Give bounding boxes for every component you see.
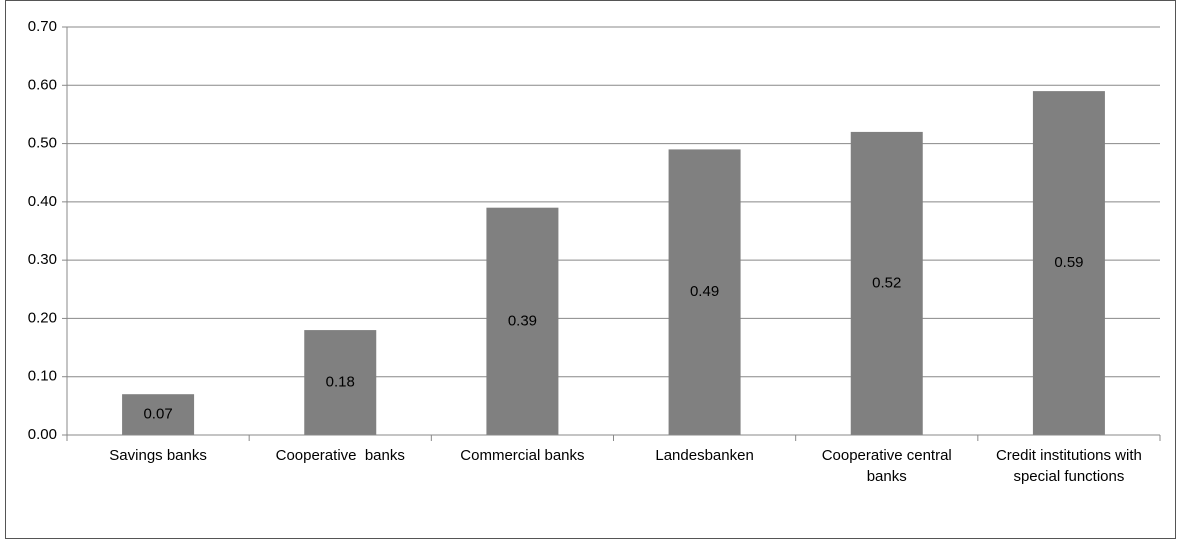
chart-frame [5,0,1176,539]
data-label: 0.49 [690,283,719,300]
x-tick-label: Credit institutions with special functio… [995,447,1147,485]
data-label: 0.59 [1054,254,1083,271]
y-tick-label: 0.50 [28,135,57,152]
x-tick-label: Savings banks [109,447,207,464]
y-tick-label: 0.00 [28,426,57,443]
data-label: 0.39 [508,312,537,329]
data-label: 0.52 [872,274,901,291]
x-label-box: Commercial banks [460,447,585,464]
x-label-box: Cooperative banks [275,447,405,464]
y-tick-label: 0.30 [28,251,57,268]
y-tick-label: 0.70 [28,18,57,35]
bar [304,330,377,435]
x-tick-label: Landesbanken [655,447,754,464]
data-label: 0.18 [326,374,355,391]
x-label-box: Landesbanken [655,447,754,464]
bar [486,207,559,435]
x-label-box: Savings banks [109,447,207,464]
y-tick-label: 0.60 [28,76,57,93]
bar [668,149,741,435]
y-tick-label: 0.40 [28,193,57,210]
y-tick-label: 0.20 [28,309,57,326]
bar [122,394,195,435]
data-label: 0.07 [143,406,172,423]
x-tick-label: Cooperative banks [275,447,405,464]
bar [1032,91,1105,435]
x-label-box: Cooperative central banks [821,447,956,485]
y-tick-label: 0.10 [28,368,57,385]
bar [850,131,923,435]
x-tick-label: Commercial banks [460,447,585,464]
x-label-box: Credit institutions with special functio… [995,447,1147,485]
x-tick-label: Cooperative central banks [821,447,956,485]
